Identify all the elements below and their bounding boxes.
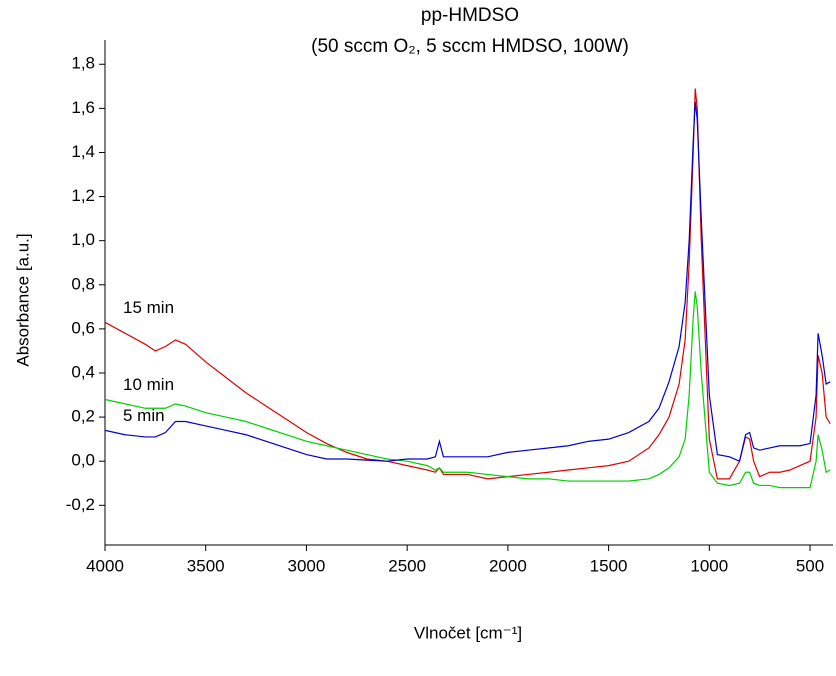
y-tick-label: 1,8 [71,54,95,73]
y-tick-label: -0,2 [66,495,95,514]
series-line [105,88,831,480]
chart-title: pp-HMDSO [421,5,519,26]
x-tick-label: 2000 [489,556,527,575]
x-axis-label: Vlnočet [cm⁻¹] [414,623,522,642]
series-label: 5 min [123,406,165,425]
x-tick-label: 4000 [86,556,124,575]
y-tick-label: 0,4 [71,362,95,381]
y-tick-label: 0,2 [71,407,95,426]
x-tick-label: 3000 [288,556,326,575]
x-tick-label: 500 [796,556,824,575]
x-tick-label: 3500 [187,556,225,575]
series-line [105,291,831,489]
chart-subtitle: (50 sccm O₂, 5 sccm HMDSO, 100W) [311,36,629,57]
y-tick-label: 1,0 [71,230,95,249]
y-tick-label: 1,6 [71,98,95,117]
y-tick-label: 0,8 [71,274,95,293]
y-tick-label: 0,6 [71,318,95,337]
x-tick-label: 1000 [690,556,728,575]
series-label: 15 min [123,298,174,317]
x-tick-label: 1500 [590,556,628,575]
y-tick-label: 1,2 [71,186,95,205]
series-line [105,101,831,463]
y-tick-label: 1,4 [71,142,95,161]
y-axis-label: Absorbance [a.u.] [13,233,32,366]
x-tick-label: 2500 [388,556,426,575]
series-label: 10 min [123,375,174,394]
y-tick-label: 0,0 [71,451,95,470]
